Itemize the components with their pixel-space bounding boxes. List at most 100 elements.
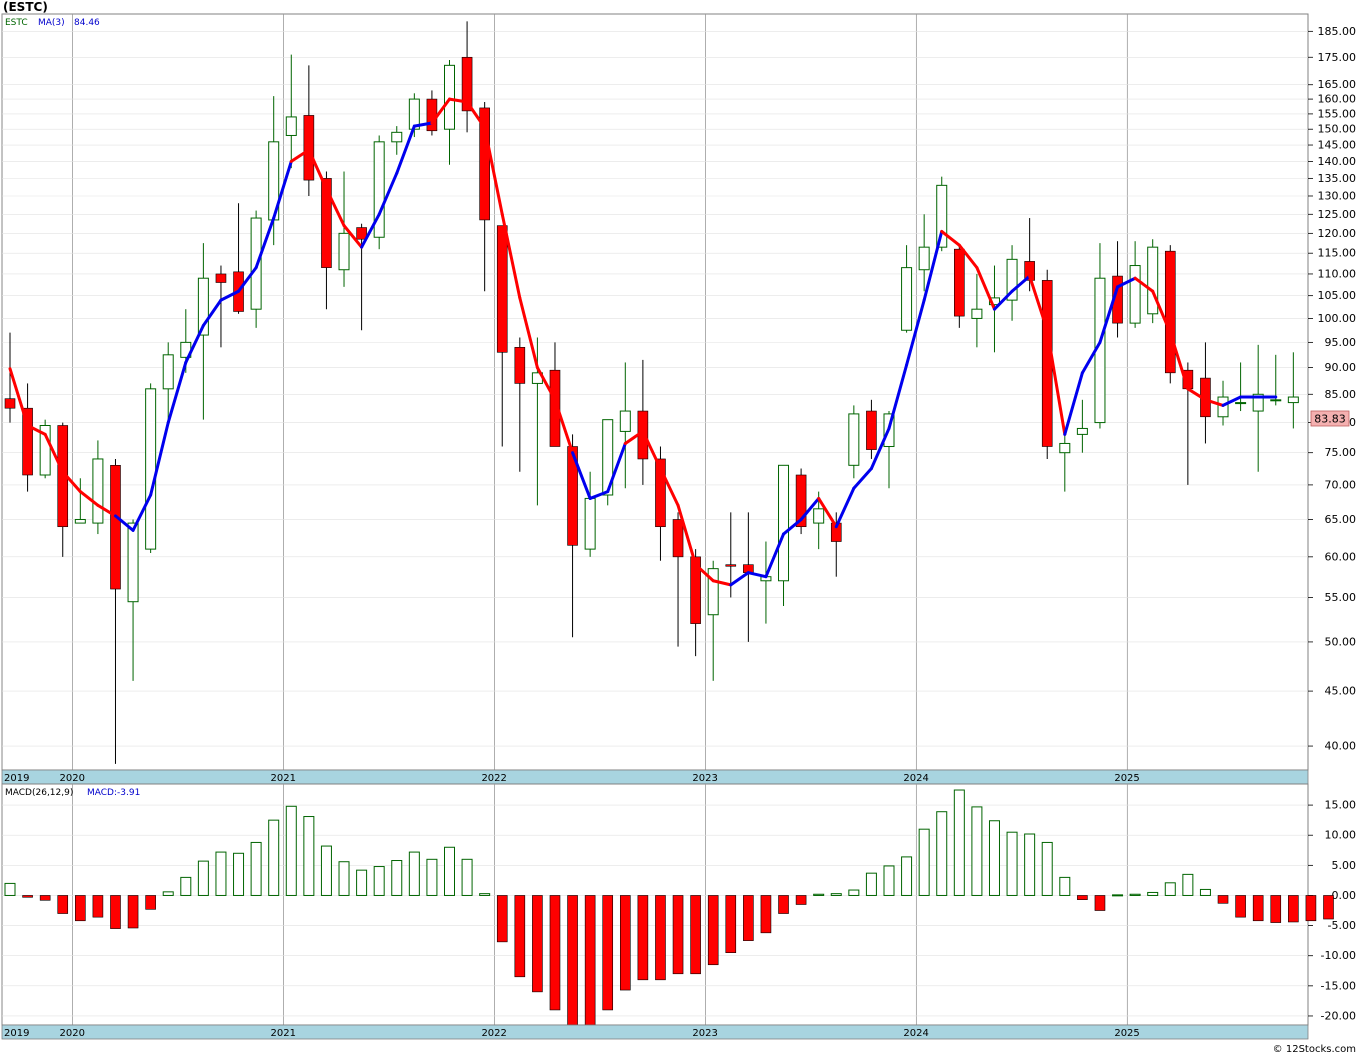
- ma-segment: [957, 243, 979, 270]
- price-tick-label: 165.00: [1318, 78, 1357, 91]
- candle-up: [1059, 442, 1071, 454]
- macd-bar-negative: [22, 895, 33, 898]
- macd-legend: MACD(26,12,9) MACD:-3.91: [5, 788, 140, 798]
- candle-up: [285, 116, 297, 136]
- candle-down: [549, 369, 561, 447]
- ma-segment: [324, 187, 346, 228]
- year-label: 2024: [903, 773, 928, 784]
- candle-down: [321, 178, 332, 268]
- macd-bar-negative: [127, 895, 139, 929]
- macd-bar-negative: [1305, 895, 1317, 922]
- ma-segment: [1028, 274, 1049, 332]
- macd-bar-negative: [725, 895, 737, 954]
- macd-bar-negative: [743, 895, 754, 941]
- candle-down: [426, 98, 438, 132]
- macd-bar-positive: [320, 845, 332, 896]
- price-tick-label: 105.00: [1318, 289, 1357, 302]
- price-tick-label: 45.00: [1325, 685, 1357, 698]
- ma-segment: [817, 496, 838, 529]
- ma-segment: [518, 296, 539, 370]
- ma-segment: [553, 398, 575, 455]
- price-tick-label: 75.00: [1325, 446, 1357, 459]
- ma-segment: [623, 429, 645, 445]
- candle-up: [971, 308, 983, 319]
- macd-bar-negative: [778, 895, 789, 914]
- macd-bar-positive: [830, 893, 842, 896]
- macd-tick-label: -5.00: [1328, 919, 1356, 932]
- macd-bar-negative: [1288, 895, 1299, 923]
- ma-segment: [412, 121, 434, 128]
- candle-down: [303, 115, 315, 181]
- candle-up: [39, 425, 51, 476]
- last-price-label: 83.83: [1314, 413, 1346, 426]
- candle-up: [1129, 265, 1141, 324]
- year-label: 2021: [270, 1028, 295, 1039]
- price-tick-label: 65.00: [1325, 513, 1357, 526]
- macd-bar-positive: [1024, 833, 1036, 896]
- ma-segment: [219, 289, 241, 302]
- ma-segment: [166, 360, 188, 425]
- macd-bar-negative: [795, 895, 807, 905]
- price-tick-label: 130.00: [1318, 189, 1357, 202]
- ma-segment: [940, 229, 961, 247]
- ma-segment: [272, 159, 293, 220]
- candle-up: [778, 464, 790, 582]
- moving-average-line: [8, 97, 1278, 587]
- candle-down: [1164, 250, 1176, 374]
- candle-up: [848, 413, 860, 466]
- price-tick-label: 150.00: [1318, 123, 1357, 136]
- candle-down: [514, 347, 526, 384]
- price-y-axis: 40.00 45.00 50.00 55.00 60.00 65.00 70.00 75.00…: [1308, 25, 1356, 753]
- ma-segment: [905, 298, 926, 367]
- price-tick-label: 40.00: [1325, 740, 1357, 753]
- ma-segment: [96, 503, 117, 518]
- legend-ma-label: MA(3): [38, 18, 65, 28]
- macd-histogram: [4, 789, 1334, 1026]
- year-label: 2022: [481, 1028, 506, 1039]
- candle-down: [830, 522, 842, 542]
- candle-down: [496, 225, 508, 353]
- candle-down: [22, 407, 33, 476]
- macd-bar-positive: [197, 860, 209, 896]
- ma-segment: [571, 451, 592, 500]
- ma-segment: [676, 503, 698, 567]
- candle-up: [338, 232, 350, 271]
- macd-tick-label: -20.00: [1321, 1009, 1356, 1022]
- ma-segment: [992, 289, 1014, 311]
- macd-bar-negative: [92, 895, 104, 918]
- candle-up: [1147, 246, 1159, 315]
- ma-segment: [711, 579, 733, 587]
- ma-segment: [465, 100, 487, 130]
- macd-bar-negative: [760, 895, 772, 934]
- candle-up: [813, 508, 825, 524]
- macd-tick-label: -10.00: [1321, 949, 1356, 962]
- candle-down: [567, 446, 578, 546]
- ma-segment: [658, 467, 680, 507]
- macd-bar-positive: [1059, 876, 1071, 896]
- candle-up: [1252, 393, 1264, 412]
- macd-date-band: [1, 1024, 1309, 1040]
- ma-segment: [641, 429, 662, 471]
- candle-up: [1217, 396, 1229, 418]
- price-tick-label: 145.00: [1318, 139, 1357, 152]
- macd-bar-negative: [1077, 895, 1088, 900]
- ma-segment: [1203, 398, 1225, 407]
- price-tick-label: 90.00: [1325, 361, 1357, 374]
- macd-bar-negative: [1252, 895, 1264, 922]
- ma-segment: [1168, 331, 1190, 391]
- macd-bar-positive: [426, 858, 438, 896]
- macd-bar-positive: [971, 806, 983, 896]
- ma-segment: [764, 532, 786, 579]
- chart-title: (ESTC): [3, 0, 48, 14]
- candle-down: [356, 227, 367, 240]
- ma-segment: [1116, 276, 1137, 289]
- ma-segment: [448, 97, 469, 104]
- candle-up: [1006, 258, 1018, 301]
- ma-segment: [1063, 371, 1084, 436]
- macd-bar-negative: [690, 895, 701, 975]
- ma-segment: [43, 432, 65, 474]
- year-label: 2024: [903, 1028, 928, 1039]
- candle-up: [918, 246, 930, 271]
- candle-down: [215, 273, 227, 283]
- candle-up: [707, 568, 719, 616]
